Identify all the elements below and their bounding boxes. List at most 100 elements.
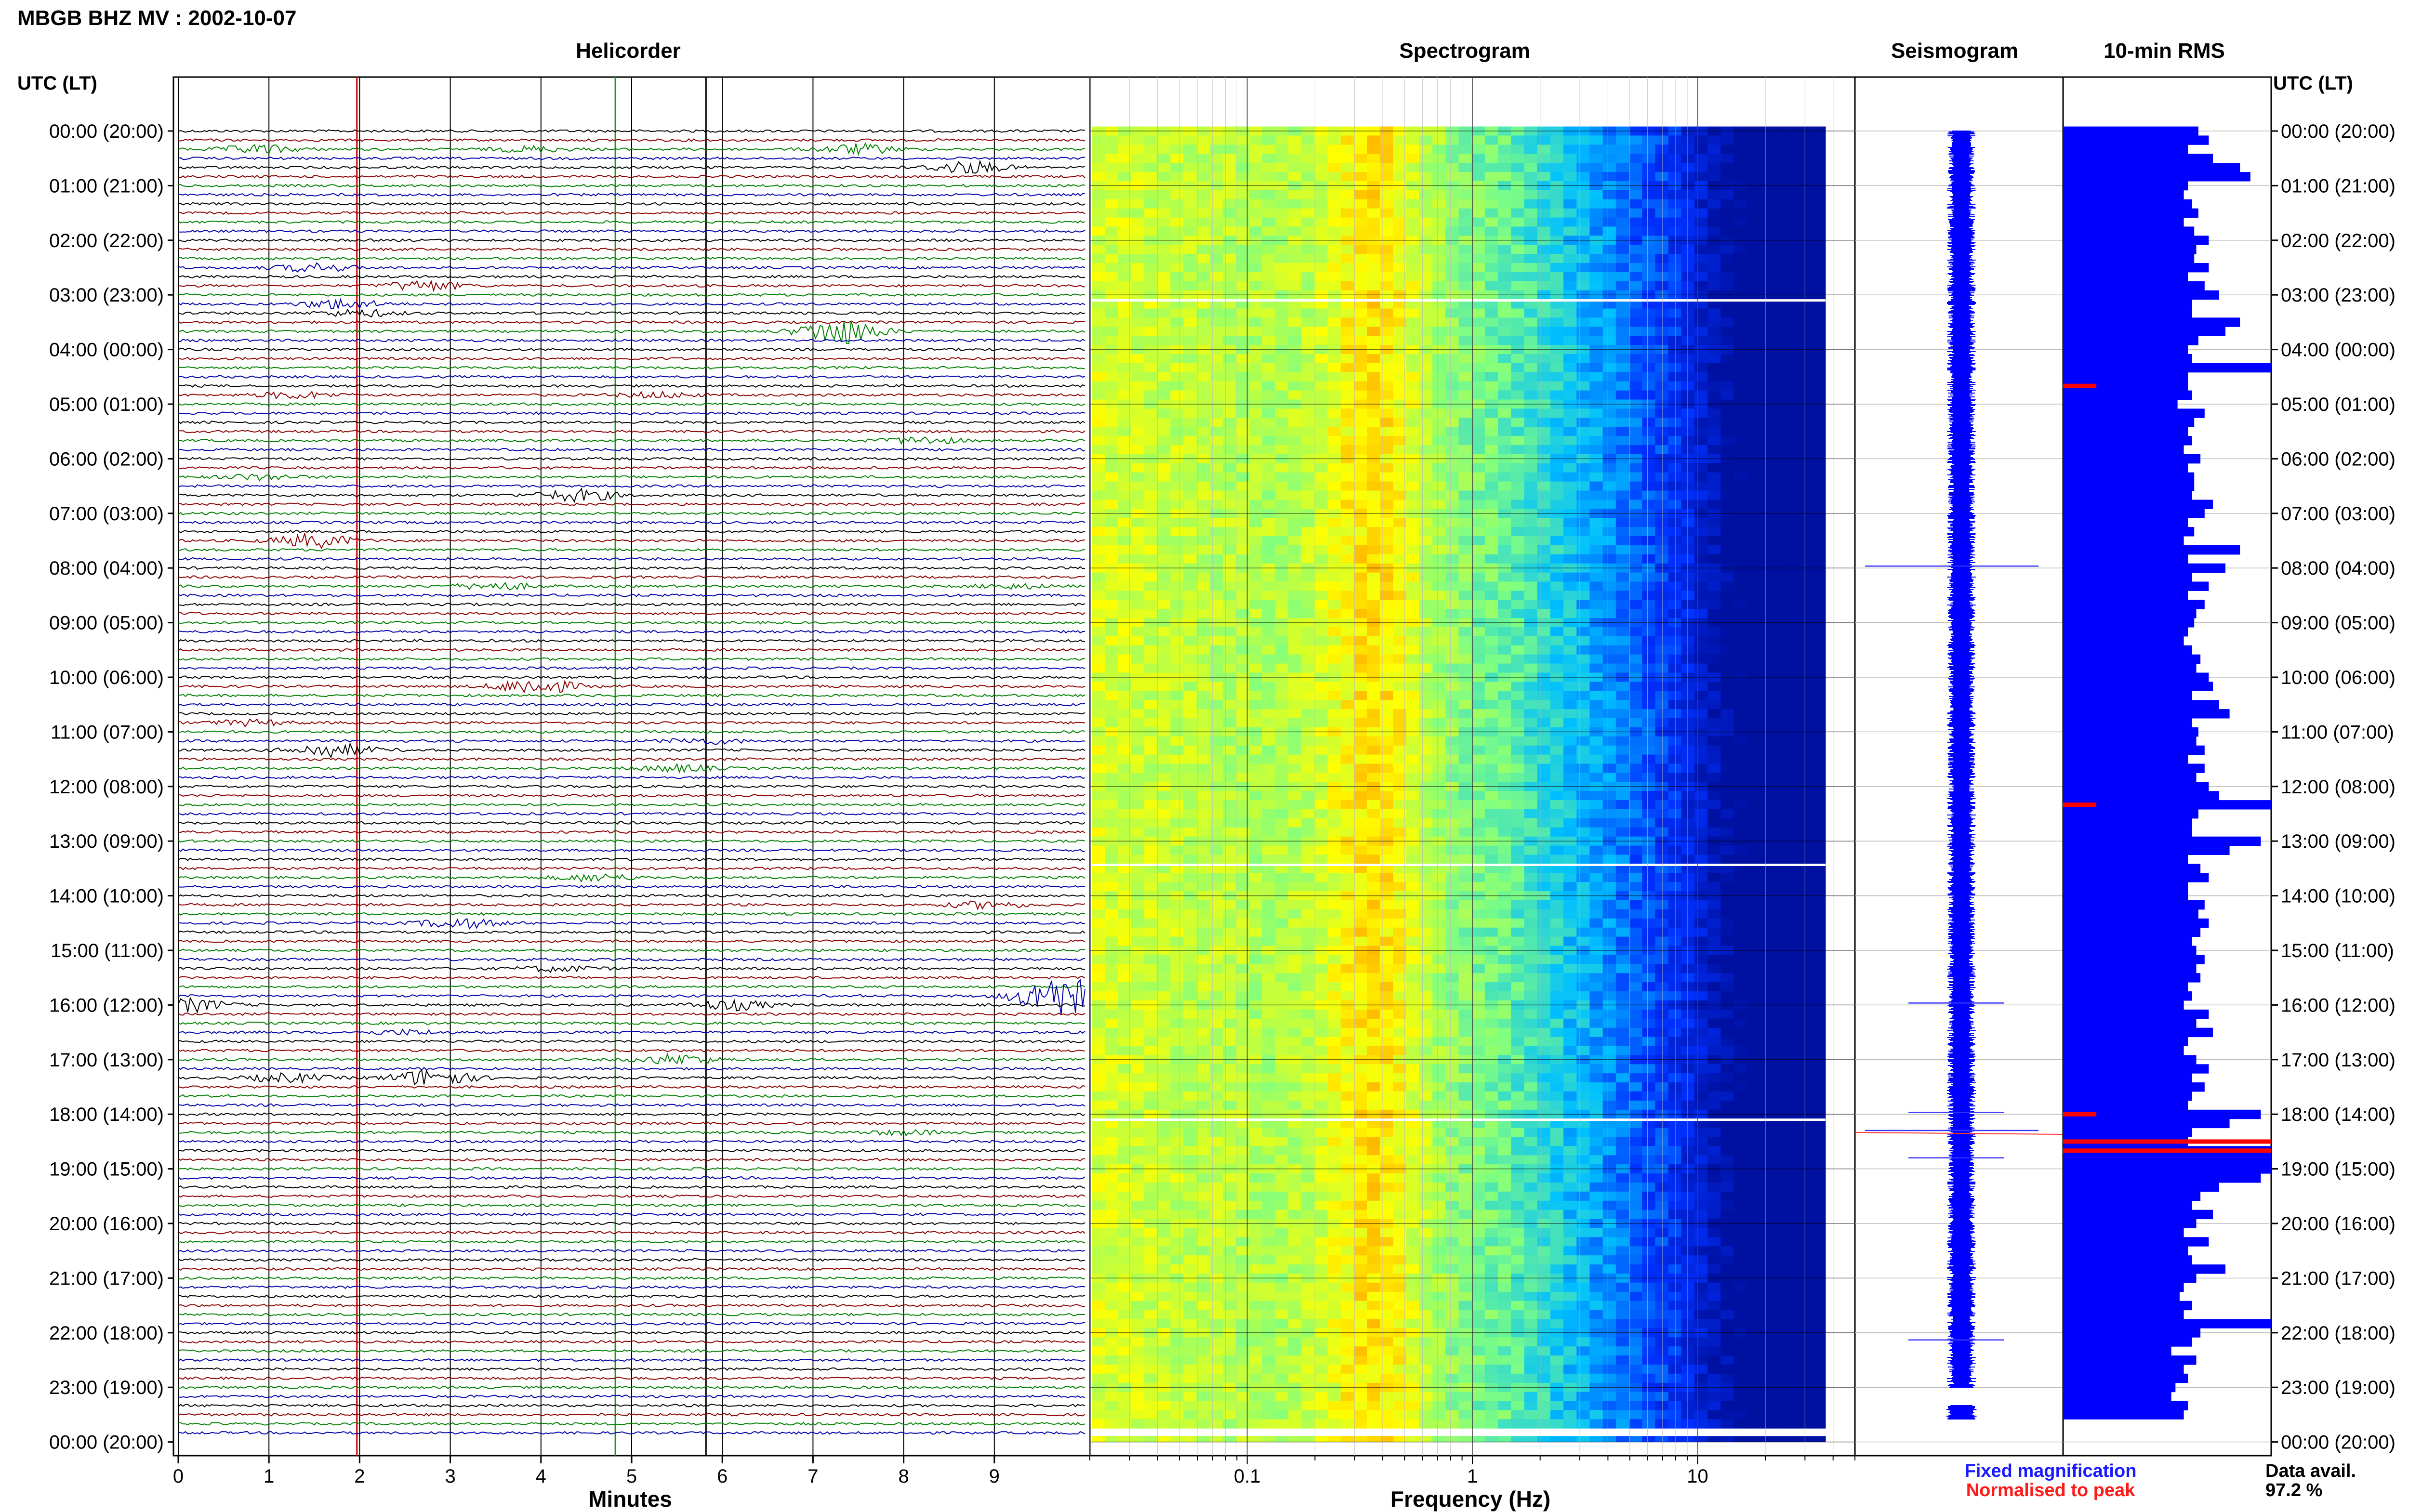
spectrogram-cell bbox=[1694, 199, 1708, 209]
spectrogram-cell bbox=[1484, 445, 1498, 455]
spectrogram-cell bbox=[1262, 536, 1276, 546]
helicorder-trace bbox=[178, 1085, 1085, 1089]
spectrogram-cell bbox=[1773, 226, 1787, 236]
spectrogram-cell bbox=[1563, 709, 1577, 719]
helicorder-trace bbox=[178, 900, 1085, 911]
spectrogram-cell bbox=[1432, 682, 1446, 691]
spectrogram-cell bbox=[1615, 145, 1629, 154]
spectrogram-cell bbox=[1642, 591, 1655, 600]
helicorder-trace bbox=[178, 918, 1085, 930]
spectrogram-cell bbox=[1340, 663, 1354, 673]
spectrogram-cell bbox=[1380, 145, 1394, 154]
spectrogram-cell bbox=[1458, 445, 1472, 455]
spectrogram-cell bbox=[1537, 199, 1551, 209]
spectrogram-cell bbox=[1799, 763, 1813, 773]
spectrogram-cell bbox=[1314, 754, 1328, 764]
spectrogram-cell bbox=[1576, 736, 1590, 746]
spectrogram-cell bbox=[1340, 190, 1354, 200]
spectrogram-cell bbox=[1576, 545, 1590, 555]
spectrogram-cell bbox=[1655, 490, 1669, 500]
spectrogram-cell bbox=[1183, 636, 1197, 646]
spectrogram-cell bbox=[1236, 873, 1249, 882]
spectrogram-cell bbox=[1393, 554, 1407, 564]
spectrogram-cell bbox=[1484, 864, 1498, 873]
spectrogram-cell bbox=[1196, 418, 1210, 427]
spectrogram-cell bbox=[1196, 682, 1210, 691]
spectrogram-cell bbox=[1681, 263, 1695, 273]
spectrogram-cell bbox=[1498, 654, 1511, 664]
spectrogram-cell bbox=[1118, 217, 1132, 227]
spectrogram-cell bbox=[1327, 190, 1341, 200]
spectrogram-cell bbox=[1707, 217, 1721, 227]
spectrogram-cell bbox=[1511, 317, 1524, 327]
spectrogram-cell bbox=[1602, 609, 1616, 618]
spectrogram-cell bbox=[1432, 554, 1446, 564]
spectrogram-cell bbox=[1131, 745, 1145, 755]
spectrogram-cell bbox=[1092, 809, 1105, 819]
spectrogram-cell bbox=[1550, 691, 1564, 700]
spectrogram-cell bbox=[1340, 135, 1354, 145]
spectrogram-cell bbox=[1471, 709, 1485, 719]
spectrogram-cell bbox=[1432, 691, 1446, 700]
spectrogram-cell bbox=[1799, 390, 1813, 400]
spectrogram-cell bbox=[1196, 518, 1210, 527]
spectrogram-cell bbox=[1419, 172, 1433, 182]
spectrogram-cell bbox=[1380, 199, 1394, 209]
spectrogram-cell bbox=[1432, 709, 1446, 719]
spectrogram-cell bbox=[1249, 217, 1263, 227]
spectrogram-cell bbox=[1262, 845, 1276, 855]
helicorder-trace bbox=[178, 611, 1085, 616]
spectrogram-cell bbox=[1471, 245, 1485, 254]
helicorder-tick-label: 1 bbox=[264, 1466, 274, 1487]
helicorder-trace bbox=[178, 457, 1085, 461]
spectrogram-cell bbox=[1537, 864, 1551, 873]
spectrogram-cell bbox=[1511, 372, 1524, 382]
spectrogram-cell bbox=[1445, 864, 1459, 873]
helicorder-trace bbox=[178, 1112, 1085, 1117]
spectrogram-cell bbox=[1734, 154, 1747, 163]
spectrogram-cell bbox=[1602, 445, 1616, 455]
spectrogram-cell bbox=[1118, 390, 1132, 400]
spectrogram-cell bbox=[1419, 226, 1433, 236]
spectrogram-cell bbox=[1629, 591, 1642, 600]
hour-label-right: 12:00 (08:00) bbox=[2281, 776, 2396, 798]
spectrogram-cell bbox=[1118, 308, 1132, 318]
spectrogram-cell bbox=[1262, 818, 1276, 828]
spectrogram-cell bbox=[1589, 663, 1603, 673]
spectrogram-cell bbox=[1314, 818, 1328, 828]
spectrogram-cell bbox=[1432, 372, 1446, 382]
spectrogram-cell bbox=[1681, 436, 1695, 446]
helicorder-trace bbox=[178, 575, 1085, 579]
spectrogram-cell bbox=[1092, 663, 1105, 673]
spectrogram-cell bbox=[1170, 190, 1184, 200]
spectrogram-cell bbox=[1655, 609, 1669, 618]
spectrogram-cell bbox=[1432, 336, 1446, 345]
spectrogram-cell bbox=[1799, 700, 1813, 710]
spectrogram-cell bbox=[1262, 581, 1276, 591]
helicorder-trace bbox=[178, 581, 1085, 591]
spectrogram-cell bbox=[1367, 700, 1380, 710]
spectrogram-cell bbox=[1602, 354, 1616, 364]
spectrogram-cell bbox=[1550, 663, 1564, 673]
spectrogram-cell bbox=[1524, 763, 1538, 773]
spectrogram-cell bbox=[1576, 518, 1590, 527]
spectrogram-cell bbox=[1773, 754, 1787, 764]
spectrogram-cell bbox=[1340, 208, 1354, 218]
spectrogram-cell bbox=[1589, 199, 1603, 209]
spectrogram-cell bbox=[1432, 500, 1446, 509]
spectrogram-cell bbox=[1262, 336, 1276, 345]
spectrogram-cell bbox=[1275, 463, 1289, 473]
spectrogram-cell bbox=[1222, 354, 1236, 364]
spectrogram-cell bbox=[1550, 527, 1564, 537]
spectrogram-cell bbox=[1301, 481, 1315, 491]
spectrogram-cell bbox=[1380, 800, 1394, 810]
spectrogram-cell bbox=[1458, 245, 1472, 254]
spectrogram-cell bbox=[1301, 427, 1315, 436]
spectrogram-cell bbox=[1367, 827, 1380, 837]
spectrogram-cell bbox=[1406, 864, 1420, 873]
spectrogram-cell bbox=[1615, 245, 1629, 254]
spectrogram-cell bbox=[1563, 572, 1577, 582]
spectrogram-cell bbox=[1576, 272, 1590, 282]
spectrogram-cell bbox=[1615, 636, 1629, 646]
spectrogram-cell bbox=[1353, 855, 1367, 864]
